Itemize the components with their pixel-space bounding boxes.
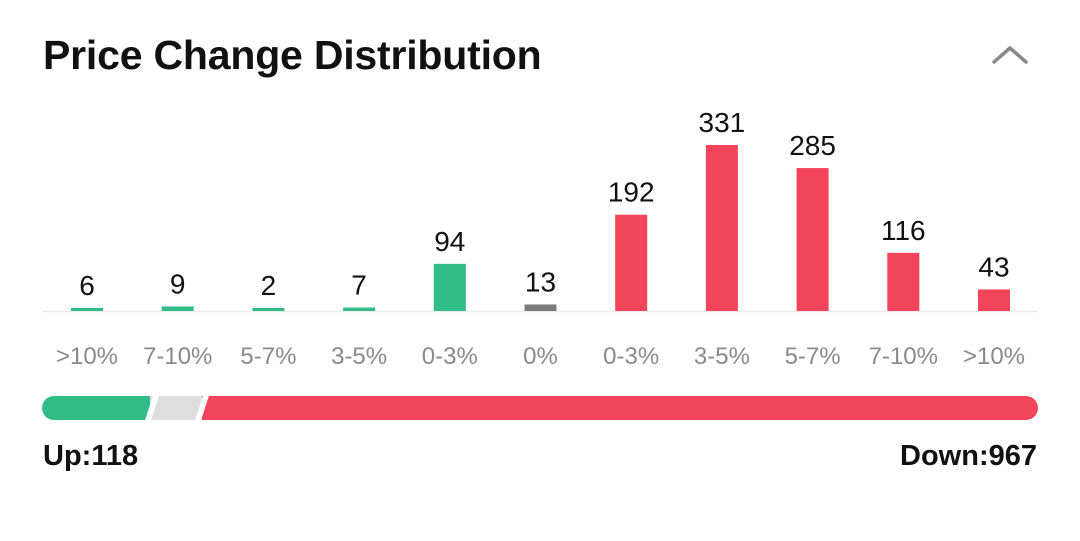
bar-value-label: 9 xyxy=(170,268,186,299)
category-label: 7-10% xyxy=(869,343,938,370)
category-label: >10% xyxy=(56,343,118,370)
bar-value-label: 43 xyxy=(978,251,1009,282)
category-label: 5-7% xyxy=(785,343,841,370)
bar-value-label: 6 xyxy=(79,270,95,301)
collapse-button[interactable] xyxy=(984,36,1036,76)
up-count-label: Up:118 xyxy=(43,440,139,472)
bar-value-label: 94 xyxy=(434,226,465,257)
bar-up-4 xyxy=(433,263,466,311)
bar-down-7 xyxy=(705,145,738,311)
bar-value-label: 13 xyxy=(525,266,556,297)
bar-value-label: 331 xyxy=(699,107,746,138)
bar-up-0 xyxy=(71,307,103,311)
bar-down-6 xyxy=(615,214,648,311)
bar-down-8 xyxy=(796,168,829,311)
category-label: 0-3% xyxy=(422,343,478,370)
down-count-label: Down:967 xyxy=(900,440,1037,472)
category-label: 0-3% xyxy=(603,343,659,370)
category-label: 0% xyxy=(523,343,558,370)
bar-up-1 xyxy=(161,306,194,311)
category-label: 7-10% xyxy=(143,343,212,370)
category-label: 3-5% xyxy=(694,343,750,370)
chevron-up-icon xyxy=(992,46,1028,64)
bar-value-label: 2 xyxy=(261,270,277,301)
ratio-down-segment xyxy=(202,396,1038,420)
bar-value-label: 7 xyxy=(351,269,367,300)
ratio-up-segment xyxy=(42,396,155,420)
chart-title: Price Change Distribution xyxy=(43,32,542,78)
up-down-ratio-bar xyxy=(42,394,1038,422)
bar-up-3 xyxy=(343,307,376,311)
bar-value-label: 285 xyxy=(789,130,836,161)
bar-flat-5 xyxy=(524,304,557,311)
bar-down-9 xyxy=(887,252,920,311)
bar-down-10 xyxy=(978,289,1010,311)
category-label: 5-7% xyxy=(240,343,296,370)
category-label: 3-5% xyxy=(331,343,387,370)
bar-value-label: 192 xyxy=(608,177,655,208)
category-label: >10% xyxy=(963,343,1025,370)
bar-value-label: 116 xyxy=(881,215,926,246)
bar-up-2 xyxy=(252,308,285,311)
